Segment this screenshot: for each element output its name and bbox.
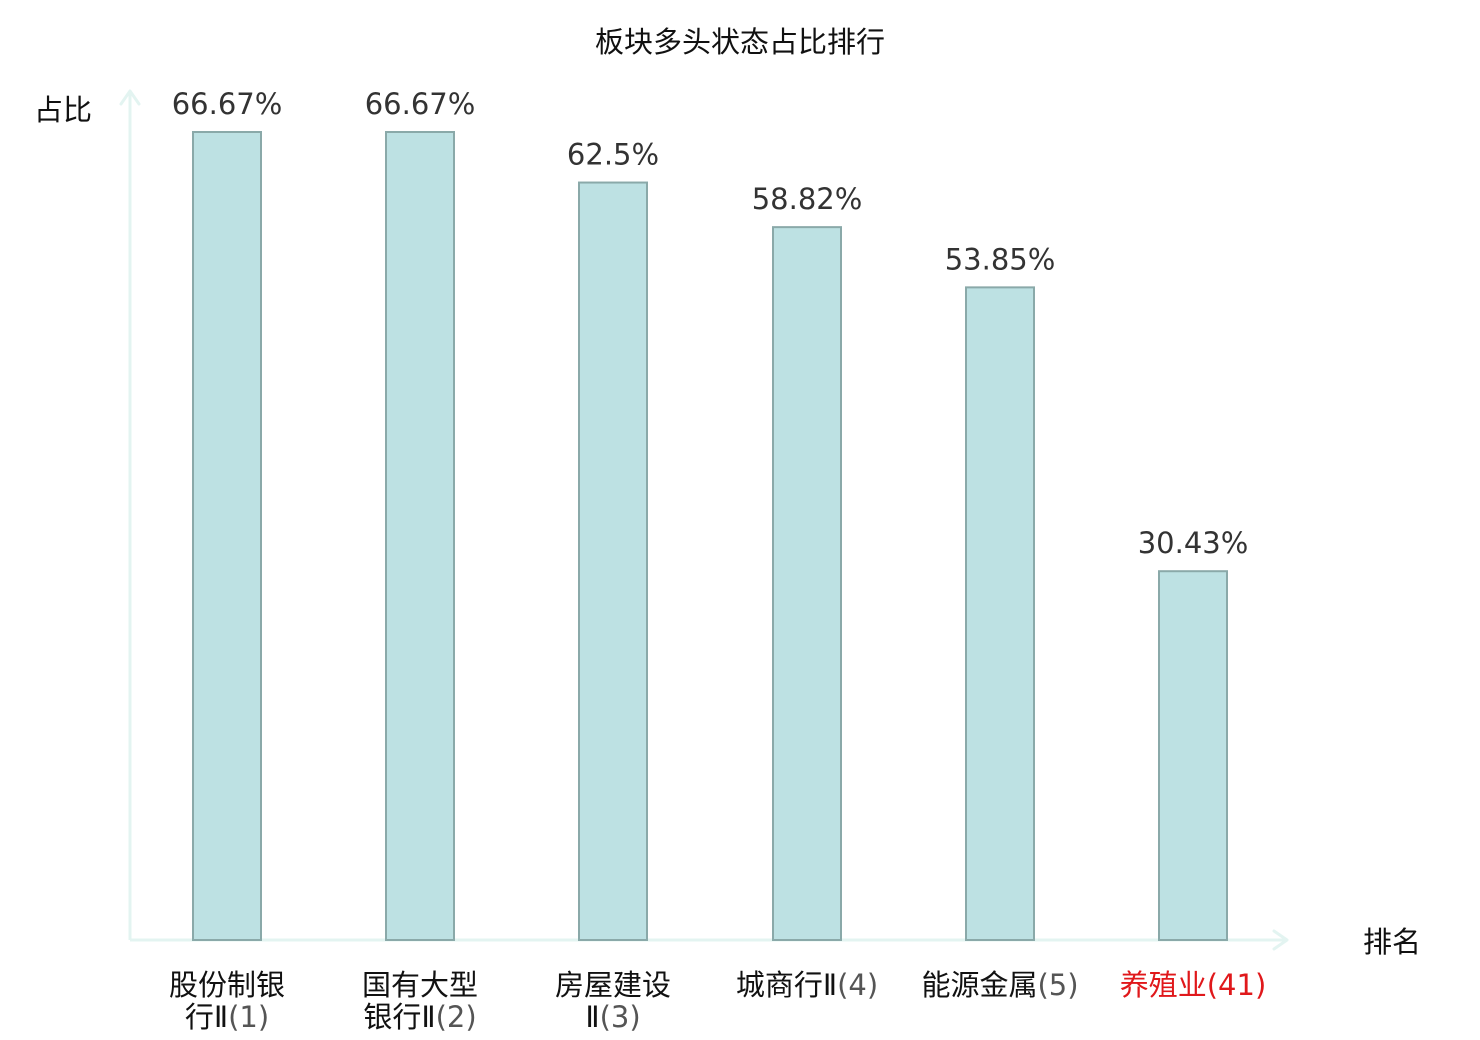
bar	[578, 181, 648, 941]
category-label: 银行Ⅱ(2)	[363, 1000, 476, 1034]
category-label: 能源金属(5)	[921, 968, 1078, 1002]
x-axis-label: 排名	[1363, 925, 1421, 959]
category-rank: (5)	[1037, 968, 1078, 1002]
category-rank: (1)	[228, 1000, 269, 1034]
category-name: 城商行Ⅱ	[736, 968, 837, 1002]
category-name: 房屋建设	[555, 968, 671, 1002]
x-axis-arrow-icon	[1272, 929, 1289, 951]
category-label: 股份制银	[169, 968, 285, 1002]
bar	[385, 131, 455, 941]
category-label: 房屋建设	[555, 968, 671, 1002]
chart-title: 板块多头状态占比排行	[595, 25, 885, 59]
bar	[965, 286, 1035, 942]
category-label: 国有大型	[362, 968, 478, 1002]
bar-value-label: 66.67%	[172, 87, 283, 121]
category-rank: (4)	[837, 968, 878, 1002]
bar	[1158, 570, 1228, 941]
category-rank: (2)	[436, 1000, 477, 1034]
bar-value-label: 30.43%	[1138, 526, 1249, 560]
category-rank: (41)	[1207, 968, 1267, 1002]
category-label: 城商行Ⅱ(4)	[736, 968, 878, 1002]
category-name: 行Ⅱ	[185, 1000, 228, 1034]
bar	[192, 131, 262, 941]
category-rank: (3)	[600, 1000, 641, 1034]
category-label: 行Ⅱ(1)	[185, 1000, 269, 1034]
bar-value-label: 62.5%	[567, 138, 659, 172]
bar-value-label: 58.82%	[752, 182, 863, 216]
category-name: 能源金属	[921, 968, 1037, 1002]
category-name: 银行Ⅱ	[363, 1000, 435, 1034]
y-axis-label: 占比	[34, 93, 92, 127]
value-labels-group: 66.67% 66.67% 62.5% 58.82% 53.85% 30.43%	[172, 87, 1249, 560]
category-label: Ⅱ(3)	[585, 1000, 640, 1034]
category-name: 股份制银	[169, 968, 285, 1002]
category-name: 养殖业	[1120, 968, 1207, 1002]
bar	[772, 226, 842, 941]
category-name: Ⅱ	[585, 1000, 599, 1034]
plot-area: 66.67% 66.67% 62.5% 58.82% 53.85% 30.43% 股份制银…	[119, 87, 1289, 1034]
bars-group	[192, 131, 1228, 942]
bar-value-label: 53.85%	[945, 242, 1056, 276]
category-name: 国有大型	[362, 968, 478, 1002]
bar-value-label: 66.67%	[365, 87, 476, 121]
category-label: 养殖业(41)	[1120, 968, 1267, 1002]
y-axis-arrow-icon	[119, 89, 141, 106]
